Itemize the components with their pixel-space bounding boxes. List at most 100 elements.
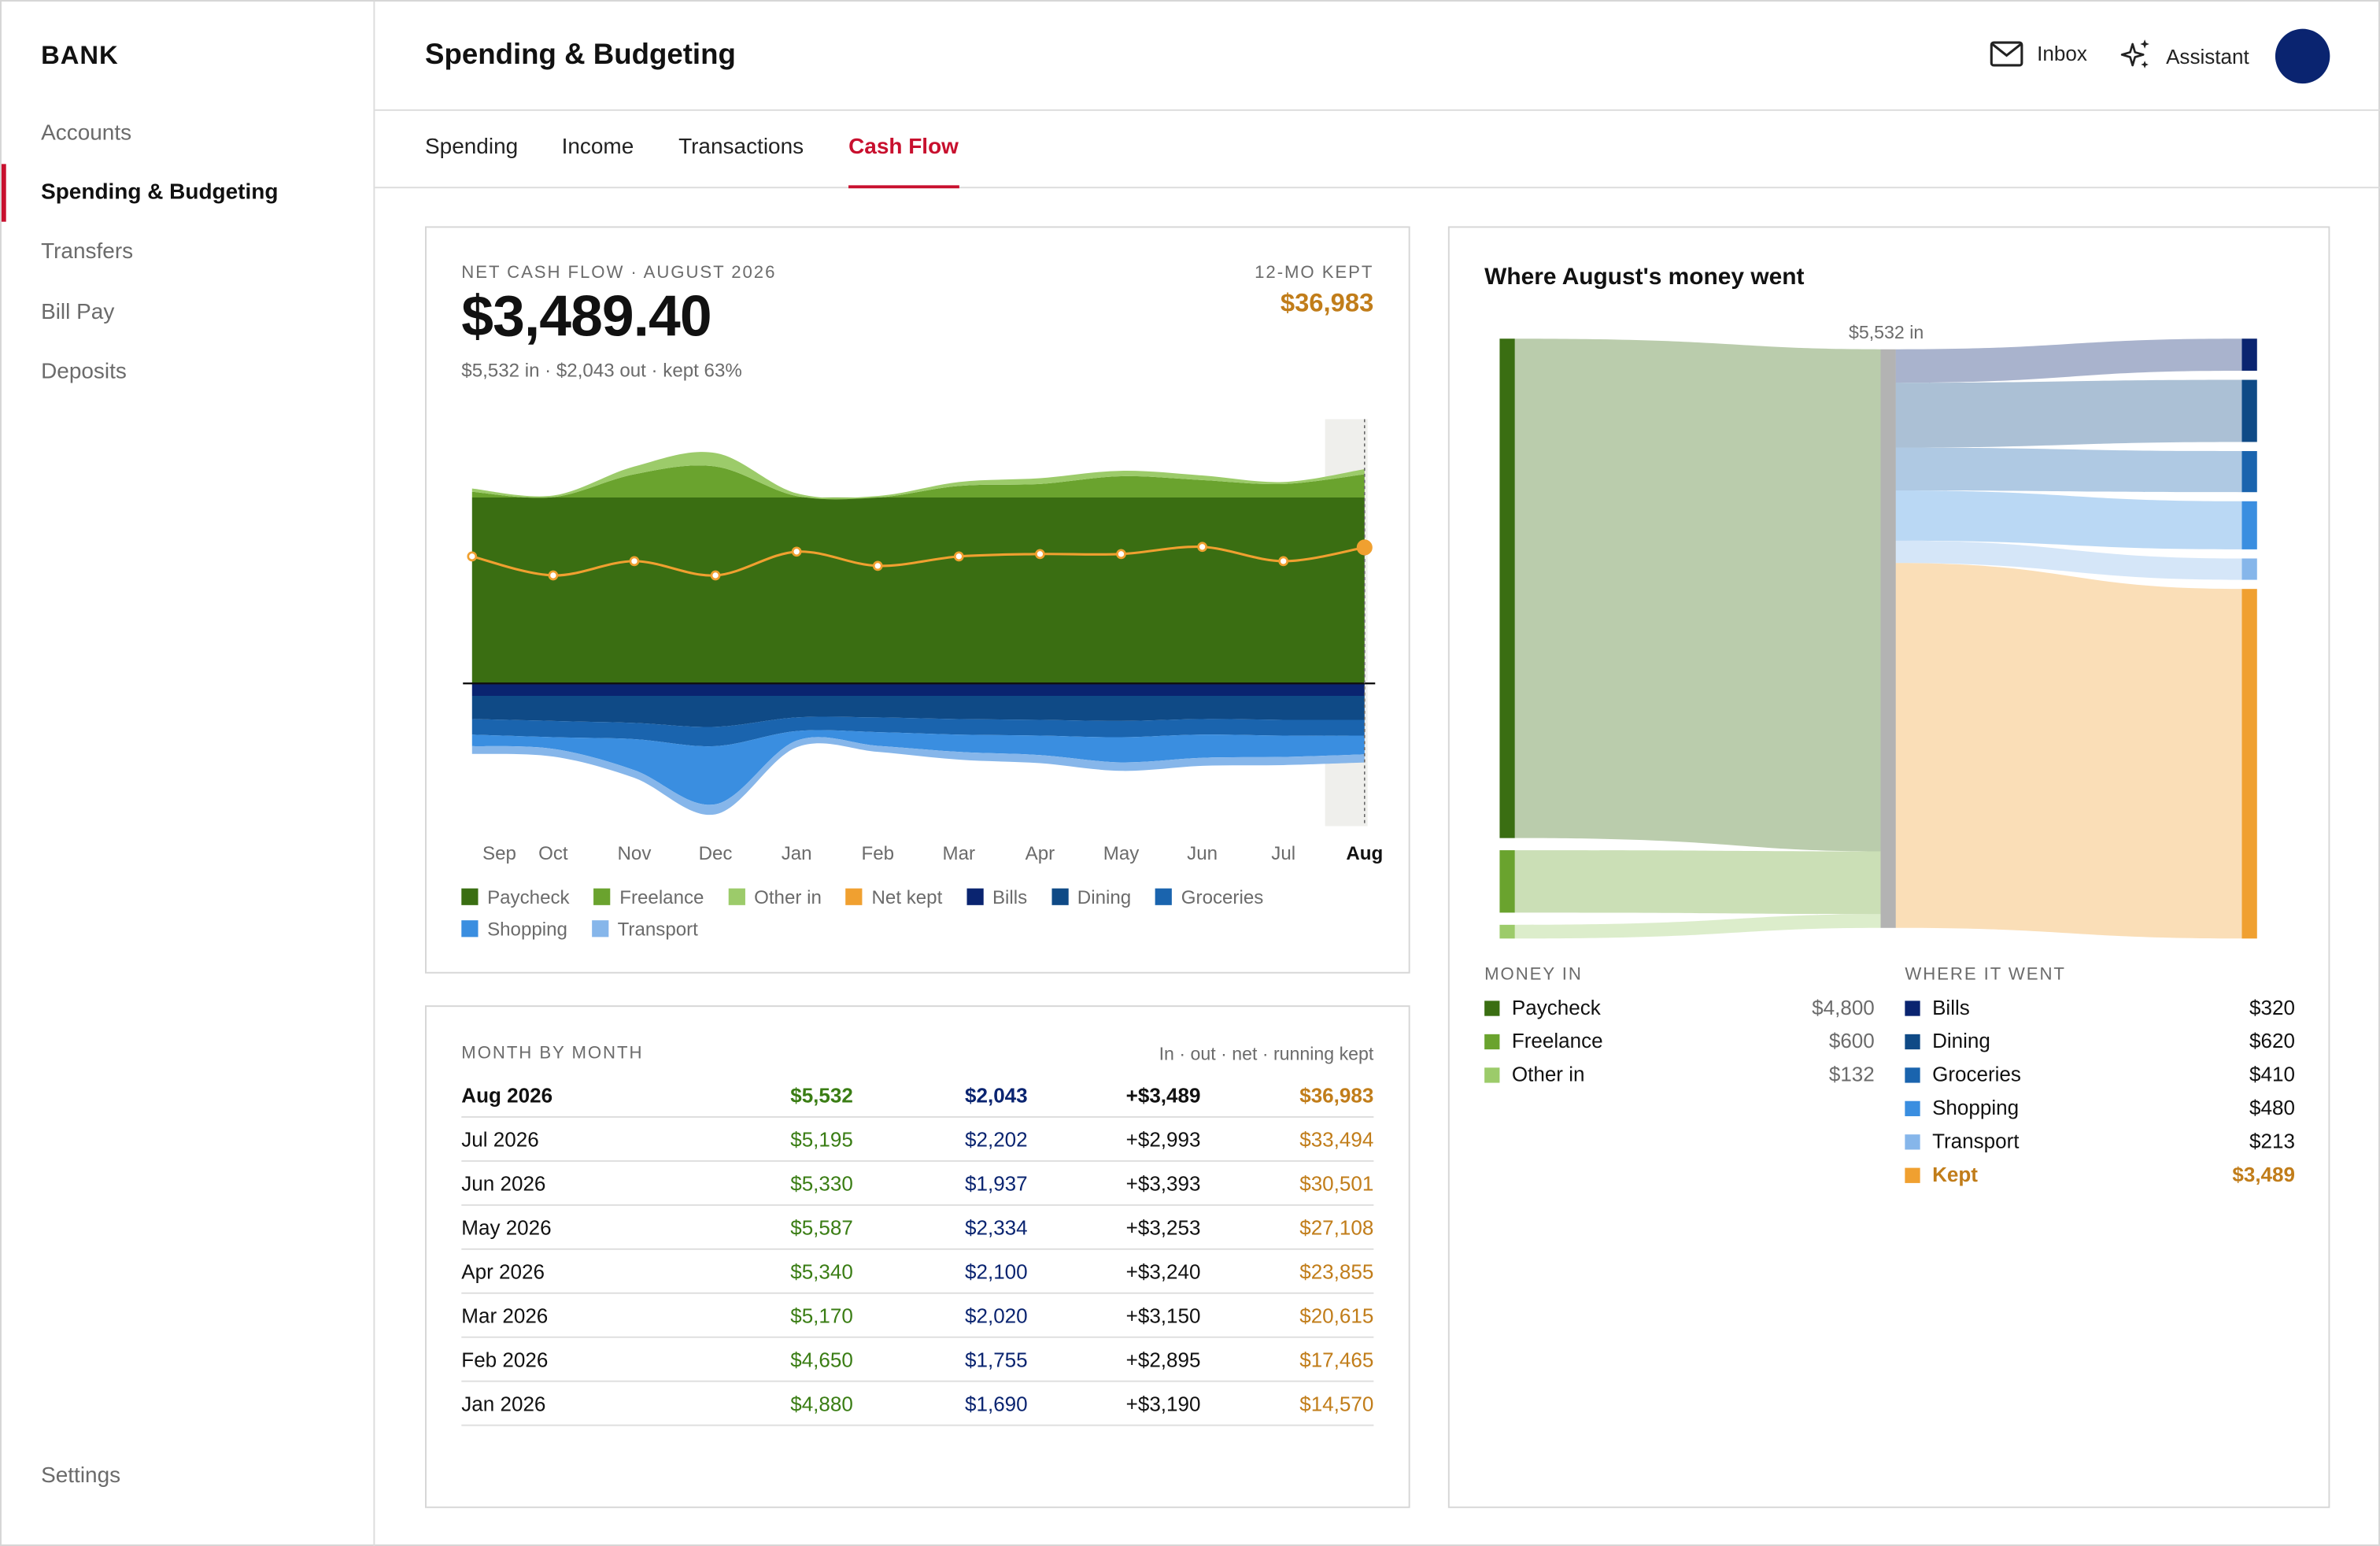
net-kept-point[interactable] — [1356, 539, 1373, 556]
net-cash-flow-card: NET CASH FLOW · AUGUST 2026 $3,489.40 $5… — [424, 226, 1410, 974]
area-other-in — [471, 452, 1365, 500]
cell-out: $2,100 — [964, 1260, 1028, 1284]
flow-bills[interactable] — [1895, 338, 2242, 383]
tab-cash-flow[interactable]: Cash Flow — [848, 135, 959, 189]
legend-swatch — [1905, 1000, 1920, 1016]
table-row[interactable]: Aug 2026 $5,532 $2,043 +$3,489 $36,983 — [461, 1074, 1374, 1118]
cell-net: +$3,253 — [1125, 1216, 1201, 1240]
net-kept-point[interactable] — [1035, 549, 1045, 560]
x-tick-jul: Jul — [1271, 843, 1295, 864]
legend-swatch — [1905, 1167, 1920, 1183]
sidebar-item-settings[interactable]: Settings — [41, 1463, 121, 1489]
legend-name: Bills — [1932, 996, 1970, 1019]
flow-kept[interactable] — [1895, 563, 2242, 939]
net-cash-flow-summary: $5,532 in · $2,043 out · kept 63% — [461, 360, 742, 382]
inbox-button[interactable]: Inbox — [1990, 41, 2087, 67]
net-kept-point[interactable] — [467, 551, 478, 562]
table-row[interactable]: May 2026 $5,587 $2,334 +$3,253 $27,108 — [461, 1206, 1374, 1250]
cell-month: May 2026 — [461, 1216, 552, 1240]
cell-running: $36,983 — [1299, 1084, 1374, 1108]
sparkle-icon — [2120, 39, 2149, 68]
net-kept-point[interactable] — [872, 560, 883, 571]
table-row[interactable]: Mar 2026 $5,170 $2,020 +$3,150 $20,615 — [461, 1294, 1374, 1338]
x-tick-feb: Feb — [861, 843, 894, 864]
flow-other-in[interactable] — [1514, 914, 1881, 939]
table-row[interactable]: Jul 2026 $5,195 $2,202 +$2,993 $33,494 — [461, 1118, 1374, 1162]
avatar[interactable] — [2275, 28, 2330, 84]
x-tick-mar: Mar — [943, 843, 976, 864]
table-row[interactable]: Jun 2026 $5,330 $1,937 +$3,393 $30,501 — [461, 1162, 1374, 1206]
table-row[interactable]: Feb 2026 $4,650 $1,755 +$2,895 $17,465 — [461, 1338, 1374, 1382]
legend-value: $4,800 — [1812, 996, 1875, 1019]
legend-transport: Transport — [591, 912, 698, 945]
net-cash-flow-eyebrow: NET CASH FLOW · AUGUST 2026 — [461, 264, 777, 283]
tab-transactions[interactable]: Transactions — [678, 135, 804, 160]
top-bar: Spending & Budgeting Inbox Assistant — [375, 2, 2380, 111]
cell-net: +$3,393 — [1125, 1172, 1201, 1196]
cell-running: $23,855 — [1299, 1260, 1374, 1284]
net-kept-point[interactable] — [1116, 549, 1126, 560]
cell-out: $2,020 — [964, 1304, 1028, 1328]
net-kept-line — [471, 546, 1366, 577]
cell-month: Apr 2026 — [461, 1260, 545, 1284]
sidebar-item-spending-budgeting[interactable]: Spending & Budgeting — [1, 164, 373, 222]
node-shopping[interactable] — [2241, 501, 2257, 549]
node-total-in[interactable] — [1880, 349, 1896, 928]
legend-swatch — [1905, 1100, 1920, 1117]
node-groceries[interactable] — [2241, 451, 2257, 493]
net-kept-point[interactable] — [710, 570, 721, 581]
node-dining[interactable] — [2241, 379, 2257, 442]
legend-shopping: Shopping — [461, 912, 567, 945]
tab-income[interactable]: Income — [561, 135, 634, 160]
x-tick-oct: Oct — [538, 843, 568, 864]
node-freelance[interactable] — [1499, 850, 1515, 913]
cell-month: Jan 2026 — [461, 1393, 546, 1416]
flow-freelance[interactable] — [1514, 850, 1881, 915]
cell-in: $4,650 — [790, 1348, 853, 1372]
sankey-layers — [1499, 338, 2257, 939]
cell-out: $1,690 — [964, 1393, 1028, 1416]
x-tick-jun: Jun — [1187, 843, 1218, 864]
flow-dining[interactable] — [1895, 379, 2242, 448]
table-row[interactable]: Apr 2026 $5,340 $2,100 +$3,240 $23,855 — [461, 1250, 1374, 1294]
cell-net: +$3,150 — [1125, 1304, 1201, 1328]
node-other-in[interactable] — [1499, 924, 1515, 939]
cell-in: $5,195 — [790, 1128, 853, 1152]
table-row[interactable]: Jan 2026 $4,880 $1,690 +$3,190 $14,570 — [461, 1382, 1374, 1426]
net-kept-point[interactable] — [953, 551, 964, 562]
flow-shopping[interactable] — [1895, 490, 2242, 549]
cell-month: Mar 2026 — [461, 1304, 549, 1328]
flow-groceries[interactable] — [1895, 447, 2242, 493]
net-kept-point[interactable] — [629, 556, 640, 567]
cell-running: $17,465 — [1299, 1348, 1374, 1372]
chart-legend: Paycheck Freelance Other in Net kept Bills Di… — [461, 881, 1372, 945]
net-kept-point[interactable] — [791, 546, 802, 557]
assistant-button[interactable]: Assistant — [2119, 39, 2249, 72]
legend-name: Other in — [1511, 1063, 1585, 1086]
flow-transport[interactable] — [1895, 540, 2242, 580]
money-in-header: MONEY IN — [1484, 966, 1583, 985]
legend-net-kept: Net kept — [845, 881, 942, 913]
x-tick-jan: Jan — [782, 843, 812, 864]
node-bills[interactable] — [2241, 338, 2257, 371]
flow-paycheck[interactable] — [1514, 338, 1881, 852]
sidebar-item-transfers[interactable]: Transfers — [41, 239, 134, 264]
node-kept[interactable] — [2241, 589, 2257, 939]
cell-month: Aug 2026 — [461, 1084, 553, 1108]
cell-out: $2,202 — [964, 1128, 1028, 1152]
net-kept-point[interactable] — [548, 570, 559, 581]
legend-swatch — [1484, 1000, 1500, 1016]
node-transport[interactable] — [2241, 558, 2257, 580]
net-kept-point[interactable] — [1278, 556, 1289, 567]
sidebar-item-deposits[interactable]: Deposits — [41, 360, 127, 385]
net-kept-point[interactable] — [1197, 542, 1207, 553]
cell-in: $5,340 — [790, 1260, 853, 1284]
sidebar-item-bill-pay[interactable]: Bill Pay — [41, 300, 115, 325]
cell-net: +$3,489 — [1125, 1084, 1201, 1108]
node-paycheck[interactable] — [1499, 338, 1515, 838]
tab-spending[interactable]: Spending — [424, 135, 519, 160]
sidebar-item-accounts[interactable]: Accounts — [41, 121, 132, 146]
cell-running: $14,570 — [1299, 1393, 1374, 1416]
area-paycheck — [471, 497, 1365, 684]
area-shopping — [471, 730, 1365, 805]
